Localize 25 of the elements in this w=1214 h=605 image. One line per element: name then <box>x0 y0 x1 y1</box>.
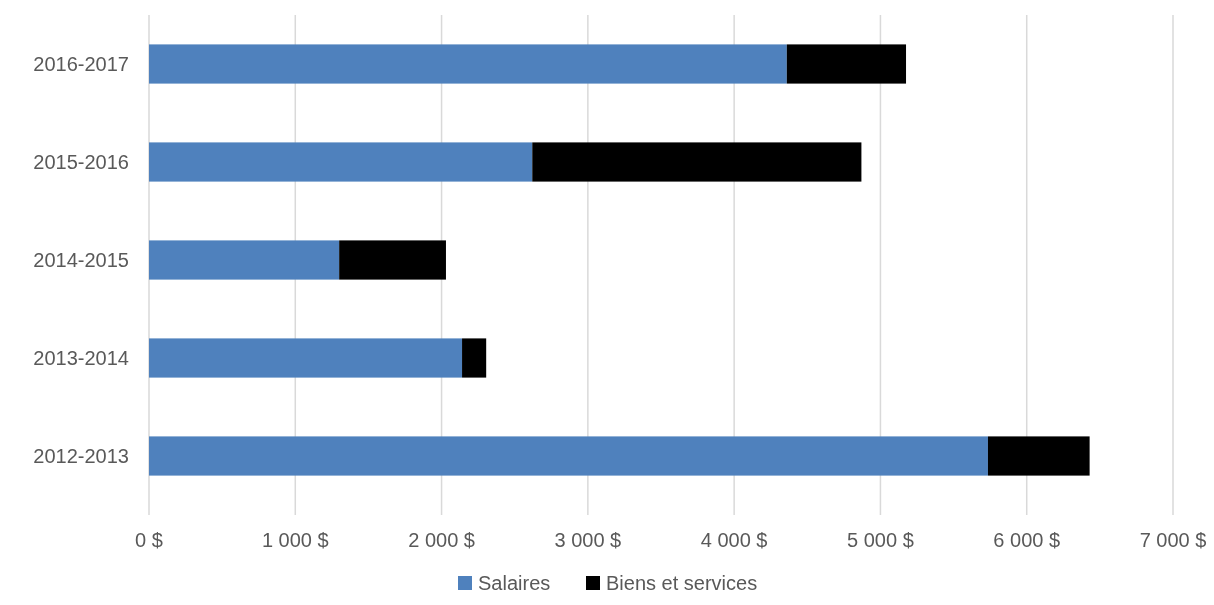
x-tick-label: 5 000 $ <box>847 529 914 551</box>
bar <box>462 338 487 378</box>
y-tick-label: 2013-2014 <box>33 347 129 369</box>
y-tick-label: 2016-2017 <box>33 53 129 75</box>
bar <box>149 338 463 378</box>
x-tick-label: 3 000 $ <box>554 529 622 551</box>
bar <box>149 240 340 280</box>
bar <box>149 436 988 476</box>
x-tick-label: 7 000 $ <box>1139 529 1207 551</box>
x-tick-label: 0 $ <box>135 529 163 551</box>
bar <box>987 436 1090 476</box>
x-tick-label: 6 000 $ <box>993 529 1061 551</box>
bar <box>339 240 446 280</box>
x-tick-label: 4 000 $ <box>700 529 768 551</box>
bar <box>149 142 533 182</box>
y-tick-label: 2015-2016 <box>33 151 129 173</box>
x-tick-label: 2 000 $ <box>408 529 475 551</box>
legend-label: Biens et services <box>606 572 758 594</box>
y-tick-label: 2014-2015 <box>33 249 129 271</box>
x-tick-label: 1 000 $ <box>261 529 329 551</box>
bar <box>786 44 907 84</box>
y-tick-label: 2012-2013 <box>33 445 129 467</box>
legend-label: Salaires <box>478 572 551 594</box>
bar <box>149 44 787 84</box>
bar <box>532 142 862 182</box>
